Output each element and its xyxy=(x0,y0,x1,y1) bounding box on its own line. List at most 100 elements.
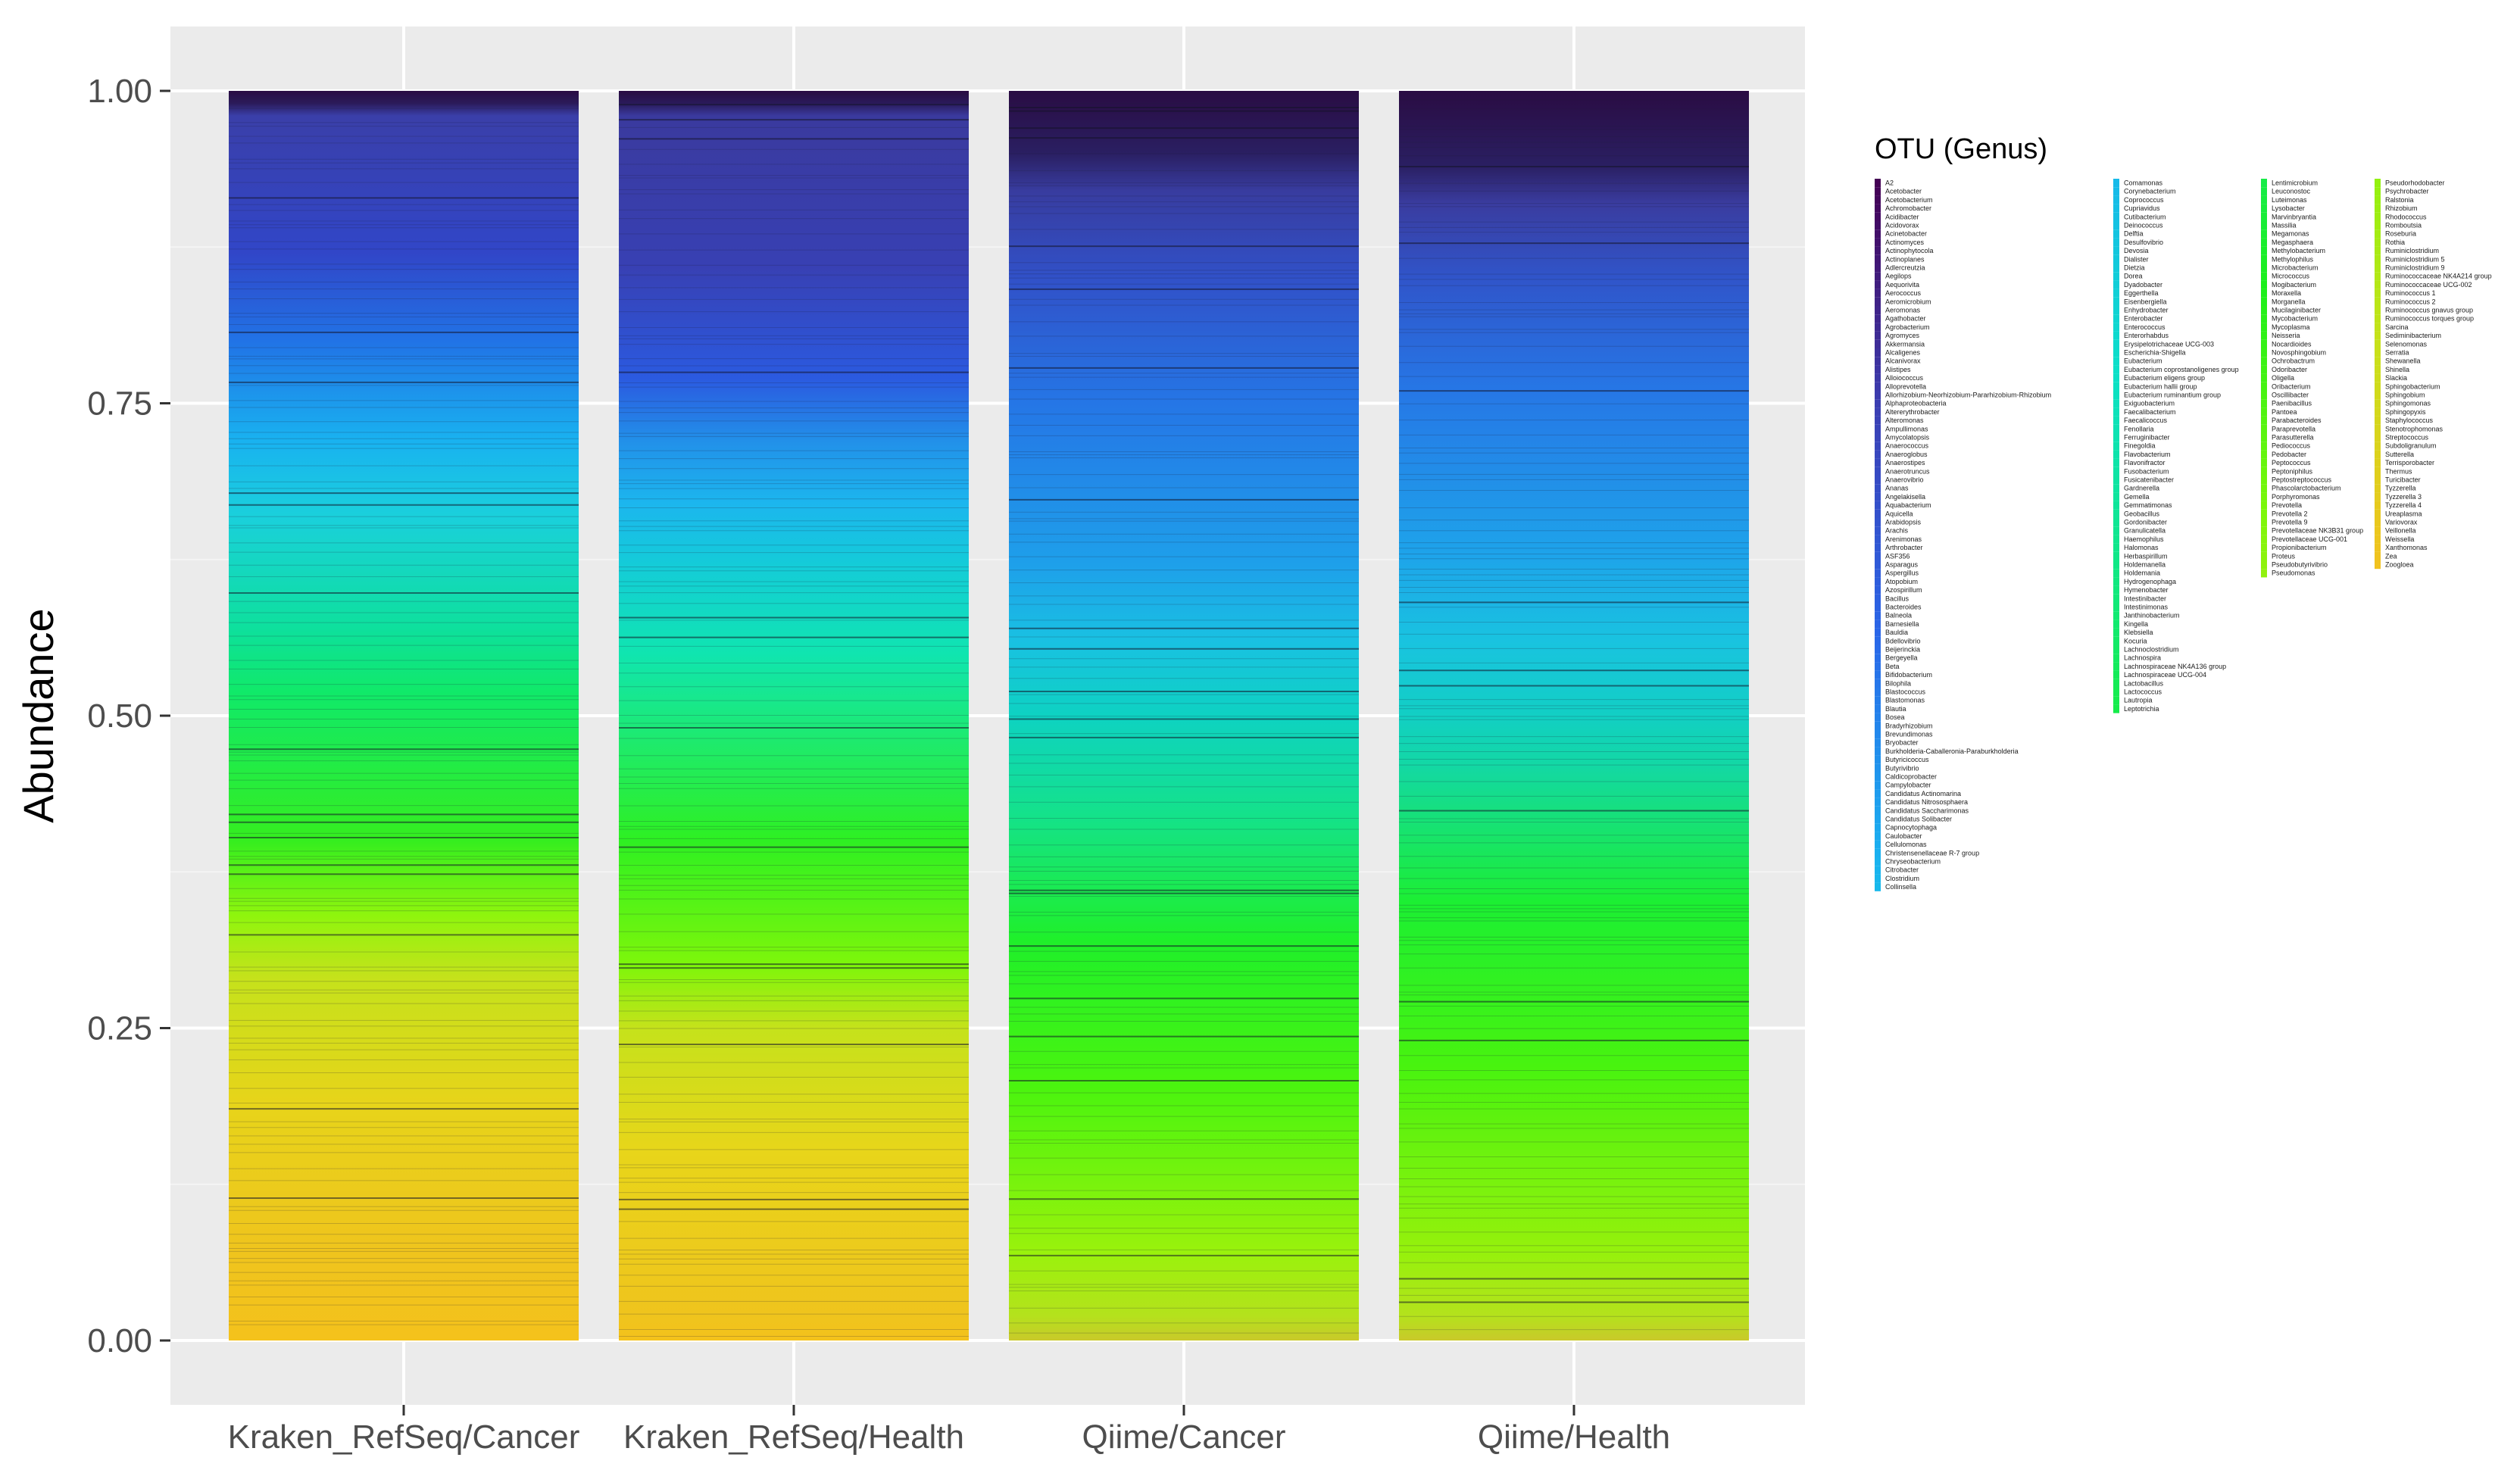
legend-label: Caldicoprobacter xyxy=(1885,773,1937,781)
legend-swatch xyxy=(2375,272,2381,281)
legend-swatch xyxy=(2113,348,2119,357)
legend-swatch xyxy=(2261,560,2267,570)
legend-label: Haemophilus xyxy=(2124,535,2164,543)
legend-swatch xyxy=(2375,204,2381,213)
legend-label: Gardnerella xyxy=(2124,485,2159,492)
legend-label: Lachnospiraceae UCG-004 xyxy=(2124,671,2206,679)
legend-label: Flavonifractor xyxy=(2124,459,2166,467)
legend-swatch xyxy=(1875,713,1881,722)
legend-swatch xyxy=(2261,314,2267,323)
legend-swatch xyxy=(2113,476,2119,485)
legend-swatch xyxy=(2113,204,2119,213)
legend-label: Azospirillum xyxy=(1885,586,1922,594)
legend-swatch xyxy=(2261,450,2267,459)
legend-label: Intestinibacter xyxy=(2124,595,2166,602)
legend-label: Sarcina xyxy=(2385,323,2409,331)
legend-label: Holdemanella xyxy=(2124,561,2166,569)
legend-label: Eubacterium xyxy=(2124,357,2162,365)
legend-label: Acidovorax xyxy=(1885,222,1919,229)
legend-swatch xyxy=(1875,620,1881,629)
legend-label: Alcanivorax xyxy=(1885,357,1921,365)
legend-swatch xyxy=(2261,280,2267,289)
legend-swatch xyxy=(2113,254,2119,264)
legend-swatch xyxy=(2375,509,2381,518)
legend-label: Tyzzerella xyxy=(2385,485,2416,492)
legend-swatch xyxy=(2375,365,2381,374)
legend-label: Pantoea xyxy=(2272,408,2297,416)
legend-label: Oligella xyxy=(2272,374,2294,382)
legend-swatch xyxy=(1875,391,1881,400)
legend-label: Halomonas xyxy=(2124,544,2159,551)
legend-label: Christensenellaceae R-7 group xyxy=(1885,849,1979,857)
x-tick-label: Kraken_RefSeq/Health xyxy=(623,1419,964,1456)
legend-swatch xyxy=(2113,662,2119,671)
legend-swatch xyxy=(2261,509,2267,518)
legend-label: Bergeyella xyxy=(1885,654,1918,662)
legend-swatch xyxy=(2375,518,2381,527)
legend-swatch xyxy=(2113,636,2119,645)
legend-label: Burkholderia-Caballeronia-Paraburkholder… xyxy=(1885,747,2019,755)
legend-label: Mucilaginibacter xyxy=(2272,307,2321,314)
legend-label: Intestinimonas xyxy=(2124,604,2169,611)
legend-swatch xyxy=(2113,620,2119,629)
legend-label: Luteimonas xyxy=(2272,196,2307,204)
legend-label: Xanthomonas xyxy=(2385,544,2428,551)
legend-label: Coprococcus xyxy=(2124,196,2164,204)
legend-swatch xyxy=(1875,399,1881,408)
legend-label: Arachis xyxy=(1885,527,1909,535)
legend-swatch xyxy=(2375,382,2381,391)
legend-swatch xyxy=(1875,611,1881,620)
legend-label: Akkermansia xyxy=(1885,340,1925,348)
legend-swatch xyxy=(2261,569,2267,578)
legend-label: Staphylococcus xyxy=(2385,417,2434,424)
legend-label: Faecalibacterium xyxy=(2124,408,2176,416)
legend-label: Anaerostipes xyxy=(1885,459,1925,467)
legend-label: Campylobacter xyxy=(1885,782,1931,789)
legend-label: Megamonas xyxy=(2272,230,2309,238)
y-axis-title: Abundance xyxy=(14,608,62,822)
legend-swatch xyxy=(2113,373,2119,382)
y-tick-label: 0.50 xyxy=(87,698,152,735)
bar-kraken-refseq-cancer xyxy=(229,91,579,1340)
legend-swatch xyxy=(2113,357,2119,366)
legend-swatch xyxy=(2375,323,2381,332)
legend-label: Hymenobacter xyxy=(2124,586,2169,594)
legend-label: Holdemania xyxy=(2124,570,2160,577)
legend-label: Arenimonas xyxy=(1885,535,1922,543)
legend-label: Weissella xyxy=(2385,535,2414,543)
legend-label: Prevotella 9 xyxy=(2272,519,2308,526)
legend-label: Gemmatimonas xyxy=(2124,501,2172,509)
legend-swatch xyxy=(1875,535,1881,544)
legend-swatch xyxy=(2261,323,2267,332)
legend-label: Marvinbryantia xyxy=(2272,213,2316,220)
legend-label: Thermus xyxy=(2385,467,2412,475)
legend-swatch xyxy=(2375,229,2381,239)
legend-swatch xyxy=(2375,264,2381,273)
legend-swatch xyxy=(1875,373,1881,382)
legend-label: Fusicatenibacter xyxy=(2124,476,2174,484)
legend-swatch xyxy=(1875,755,1881,764)
legend-swatch xyxy=(2375,424,2381,433)
legend-swatch xyxy=(1875,848,1881,857)
legend-swatch xyxy=(2261,204,2267,213)
legend-swatch xyxy=(1875,823,1881,832)
legend-label: Candidatus Nitrososphaera xyxy=(1885,798,1968,806)
legend-swatch xyxy=(1875,866,1881,875)
legend-label: Mycoplasma xyxy=(2272,323,2310,331)
legend-label: Eubacterium eligens group xyxy=(2124,374,2205,382)
legend-swatch xyxy=(1875,450,1881,459)
legend-label: Morganella xyxy=(2272,298,2306,305)
legend-label: Geobacillus xyxy=(2124,510,2160,517)
legend-label: Leptotrichia xyxy=(2124,705,2159,713)
legend-swatch xyxy=(2261,391,2267,400)
legend-label: Rhizobium xyxy=(2385,204,2418,212)
legend-swatch xyxy=(2375,399,2381,408)
legend-swatch xyxy=(1875,280,1881,289)
legend-label: A2 xyxy=(1885,179,1894,187)
legend: OTU (Genus) A2AcetobacterAcetobacteriumA… xyxy=(1875,133,2492,891)
legend-label: Capnocytophaga xyxy=(1885,824,1937,832)
legend-label: Subdoligranulum xyxy=(2385,442,2437,450)
legend-label: Arabidopsis xyxy=(1885,519,1922,526)
legend-swatch xyxy=(1875,339,1881,348)
legend-label: Blautia xyxy=(1885,705,1906,713)
